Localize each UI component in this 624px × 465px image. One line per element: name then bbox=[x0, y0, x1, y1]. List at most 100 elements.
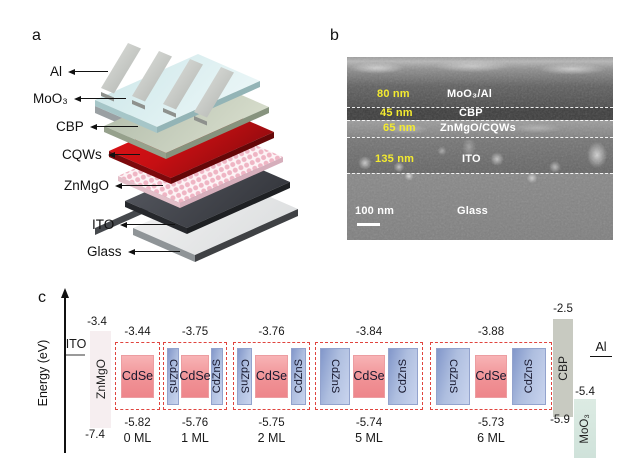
arrowhead-icon bbox=[89, 123, 97, 130]
layer-label-al: Al bbox=[50, 64, 63, 79]
layer-label-cbp: CBP bbox=[56, 119, 84, 134]
cdse-core-bar: CdSe bbox=[255, 354, 288, 398]
label-row-cqws: CQWs bbox=[62, 147, 140, 162]
layer-label-znmgo: ZnMgO bbox=[64, 178, 110, 193]
label-row-znmgo: ZnMgO bbox=[64, 178, 164, 193]
cqw-group-0ml: CdSe bbox=[115, 342, 160, 410]
cdse-core-bar: CdSe bbox=[121, 354, 154, 398]
arrowhead-icon bbox=[127, 248, 135, 255]
scale-bar bbox=[357, 223, 380, 226]
cdzns-shell-bar: CdZnS bbox=[211, 347, 223, 405]
arrowhead-icon bbox=[73, 95, 81, 102]
cbp-homo-value: -2.5 bbox=[553, 303, 573, 315]
layer-boundary-line bbox=[347, 107, 613, 108]
pointer-arrow bbox=[68, 68, 109, 76]
panel-b-label: b bbox=[330, 27, 339, 44]
cqw-cb-value-6ml: -3.88 bbox=[477, 326, 505, 338]
znmgo-cb-value: -3.4 bbox=[87, 316, 107, 328]
pointer-arrow bbox=[73, 95, 126, 103]
panel-a-label: a bbox=[32, 27, 41, 44]
cdse-core-label: CdSe bbox=[255, 369, 288, 383]
cqw-group-1ml: CdZnS CdSe CdZnS bbox=[163, 342, 227, 410]
al-level-label: Al bbox=[590, 340, 612, 357]
znmgo-vb-value: -7.4 bbox=[85, 429, 105, 441]
arrowhead-icon bbox=[120, 221, 128, 228]
pointer-arrow bbox=[127, 248, 180, 256]
arrowhead-icon bbox=[115, 182, 123, 189]
substrate-label-glass: Glass bbox=[457, 205, 488, 217]
cdzns-shell-label: CdZnS bbox=[329, 358, 341, 394]
label-row-ito: ITO bbox=[92, 217, 176, 232]
cdse-core-label: CdSe bbox=[179, 369, 211, 383]
monolayer-label-1ml: 1 ML bbox=[181, 431, 209, 445]
arrowhead-icon bbox=[107, 151, 115, 158]
moo3-level-value: -5.4 bbox=[575, 386, 595, 398]
label-row-moo3: MoO₃ bbox=[33, 91, 126, 106]
label-row-cbp: CBP bbox=[56, 119, 138, 134]
cqw-vb-value-2ml: -5.75 bbox=[258, 417, 285, 429]
cdzns-shell-bar: CdZnS bbox=[291, 347, 306, 405]
layer-boundary-line bbox=[347, 137, 613, 138]
cbp-band-label: CBP bbox=[556, 355, 570, 381]
cqw-group-2ml: CdZnS CdSe CdZnS bbox=[233, 342, 310, 410]
layer-label-ito: ITO bbox=[92, 217, 115, 232]
layer-label-moo3: MoO₃ bbox=[33, 91, 68, 106]
label-row-al: Al bbox=[50, 64, 109, 79]
label-row-glass: Glass bbox=[87, 244, 180, 259]
layer-label-glass: Glass bbox=[87, 244, 122, 259]
cqw-vb-value-0ml: -5.82 bbox=[124, 417, 151, 429]
moo3-band-label: MoO₃ bbox=[579, 413, 591, 444]
layer-name-znmgo-cqws: ZnMgO/CQWs bbox=[440, 122, 516, 134]
pointer-arrow bbox=[120, 221, 176, 229]
cdse-core-bar: CdSe bbox=[179, 354, 211, 398]
cdzns-shell-bar: CdZnS bbox=[237, 347, 252, 405]
cqw-vb-value-1ml: -5.76 bbox=[181, 417, 209, 429]
cdzns-shell-label: CdZnS bbox=[523, 358, 535, 394]
al-electrode-bars bbox=[101, 43, 234, 126]
cqw-vb-value-6ml: -5.73 bbox=[477, 417, 505, 429]
ito-level-label: ITO bbox=[65, 337, 87, 351]
thickness-label-moo3-al: 80 nm bbox=[377, 88, 410, 100]
cqw-cb-value-2ml: -3.76 bbox=[258, 326, 285, 338]
cdse-core-label: CdSe bbox=[475, 369, 507, 383]
cdzns-shell-label: CdZnS bbox=[211, 358, 223, 394]
cqw-group-6ml: CdZnS CdSe CdZnS bbox=[430, 342, 552, 410]
cdse-core-label: CdSe bbox=[121, 369, 154, 383]
cqw-vb-value-5ml: -5.74 bbox=[355, 417, 383, 429]
layer-name-moo3-al: MoO₃/Al bbox=[447, 88, 492, 100]
pointer-arrow bbox=[89, 123, 138, 131]
layer-boundary-line bbox=[347, 120, 613, 121]
cqw-cb-value-1ml: -3.75 bbox=[181, 326, 209, 338]
monolayer-label-5ml: 5 ML bbox=[355, 431, 383, 445]
layer-label-cqws: CQWs bbox=[62, 147, 102, 162]
ito-level-line bbox=[66, 354, 85, 356]
cdse-core-bar: CdSe bbox=[353, 354, 385, 398]
cdzns-shell-bar: CdZnS bbox=[388, 347, 418, 405]
energy-axis-arrowhead-icon bbox=[60, 288, 69, 298]
cdzns-shell-bar: CdZnS bbox=[512, 347, 546, 405]
cdzns-shell-label: CdZnS bbox=[292, 358, 305, 394]
cdse-core-label: CdSe bbox=[353, 369, 385, 383]
cdzns-shell-label: CdZnS bbox=[397, 358, 409, 394]
pointer-arrow bbox=[107, 151, 140, 159]
sem-grain-texture bbox=[347, 57, 613, 240]
znmgo-band-label: ZnMgO bbox=[93, 359, 108, 400]
cdzns-shell-bar: CdZnS bbox=[320, 347, 350, 405]
cbp-lumo-value: -5.9 bbox=[550, 414, 570, 426]
monolayer-label-2ml: 2 ML bbox=[257, 431, 286, 445]
thickness-label-znmgo-cqws: 65 nm bbox=[383, 122, 416, 134]
energy-axis bbox=[64, 297, 66, 453]
monolayer-label-0ml: 0 ML bbox=[123, 431, 152, 445]
cqw-cb-value-5ml: -3.84 bbox=[355, 326, 383, 338]
energy-axis-label: Energy (eV) bbox=[36, 339, 50, 407]
thickness-label-ito: 135 nm bbox=[375, 153, 415, 165]
thickness-label-cbp: 45 nm bbox=[380, 107, 413, 119]
cbp-band-bar: CBP bbox=[553, 319, 573, 417]
cdzns-shell-label: CdZnS bbox=[238, 358, 251, 394]
cdzns-shell-bar: CdZnS bbox=[436, 347, 470, 405]
scale-bar-label: 100 nm bbox=[355, 205, 395, 217]
cqw-group-5ml: CdZnS CdSe CdZnS bbox=[315, 342, 423, 410]
cdse-core-bar: CdSe bbox=[475, 354, 507, 398]
panel-c-label: c bbox=[38, 289, 46, 306]
